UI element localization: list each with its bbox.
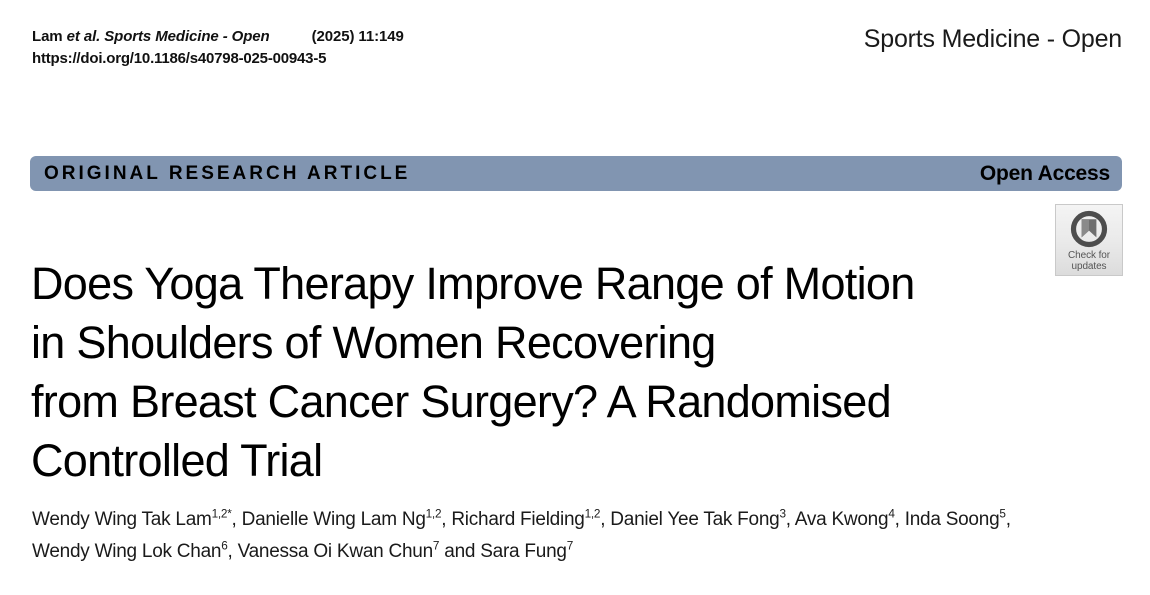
author-affiliation-marker: 7 xyxy=(432,539,440,553)
journal-title: Sports Medicine - Open xyxy=(863,25,1122,53)
author-name: Vanessa Oi Kwan Chun xyxy=(237,541,434,562)
author-affiliation-marker: 1,2 xyxy=(425,507,442,521)
author-name: Danielle Wing Lam Ng xyxy=(241,509,426,530)
author-name: Daniel Yee Tak Fong xyxy=(610,509,780,530)
article-type-label: ORIGINAL RESEARCH ARTICLE xyxy=(44,162,411,184)
citation-journal: et al. Sports Medicine - Open xyxy=(66,28,270,45)
crossmark-badge[interactable]: Check for updates xyxy=(1055,204,1123,276)
crossmark-label-line2: updates xyxy=(1071,261,1107,272)
author-affiliation-marker: 3 xyxy=(779,507,786,521)
author-name: Sara Fung xyxy=(480,541,567,562)
author-name: Ava Kwong xyxy=(794,509,889,530)
citation-author: Lam xyxy=(32,28,67,45)
author-affiliation-marker: 1,2 xyxy=(584,507,601,521)
author-affiliation-marker: 1,2* xyxy=(211,507,232,521)
title-line-4: Controlled Trial xyxy=(31,435,323,487)
author-affiliation-marker: 4 xyxy=(888,507,895,521)
author-name: Richard Fielding xyxy=(451,509,585,530)
author-affiliation-marker: 7 xyxy=(566,539,574,553)
author-name: Wendy Wing Tak Lam xyxy=(32,509,212,530)
title-line-2: in Shoulders of Women Recovering xyxy=(31,317,716,369)
author-name: Inda Soong xyxy=(904,509,1000,530)
crossmark-label: Check for updates xyxy=(1068,250,1110,272)
author-separator: , xyxy=(227,541,238,562)
article-type-banner: ORIGINAL RESEARCH ARTICLE Open Access xyxy=(30,156,1122,191)
author-separator: , xyxy=(1005,509,1011,530)
author-separator: , xyxy=(441,509,452,530)
open-access-label: Open Access xyxy=(979,161,1110,185)
author-separator: , xyxy=(600,509,611,530)
citation-line: Lam et al. Sports Medicine - Open (2025) … xyxy=(32,26,732,48)
crossmark-label-line1: Check for xyxy=(1068,250,1110,261)
author-separator: and xyxy=(439,541,481,562)
author-separator: , xyxy=(231,509,242,530)
author-name: Wendy Wing Lok Chan xyxy=(32,541,222,562)
author-separator: , xyxy=(894,509,905,530)
page-title: Does Yoga Therapy Improve Range of Motio… xyxy=(31,254,1021,490)
title-line-1: Does Yoga Therapy Improve Range of Motio… xyxy=(31,258,915,310)
author-list: Wendy Wing Tak Lam1,2*, Danielle Wing La… xyxy=(32,504,1042,568)
citation-volume-issue: (2025) 11:149 xyxy=(311,28,404,45)
crossmark-check-for-updates-icon xyxy=(1070,210,1108,248)
author-separator: , xyxy=(785,509,795,530)
author-affiliation-marker: 6 xyxy=(221,539,228,553)
title-line-3: from Breast Cancer Surgery? A Randomised xyxy=(31,376,892,428)
author-affiliation-marker: 5 xyxy=(999,507,1006,521)
doi-link[interactable]: https://doi.org/10.1186/s40798-025-00943… xyxy=(32,50,327,67)
running-head: Lam et al. Sports Medicine - Open (2025) … xyxy=(32,26,732,70)
